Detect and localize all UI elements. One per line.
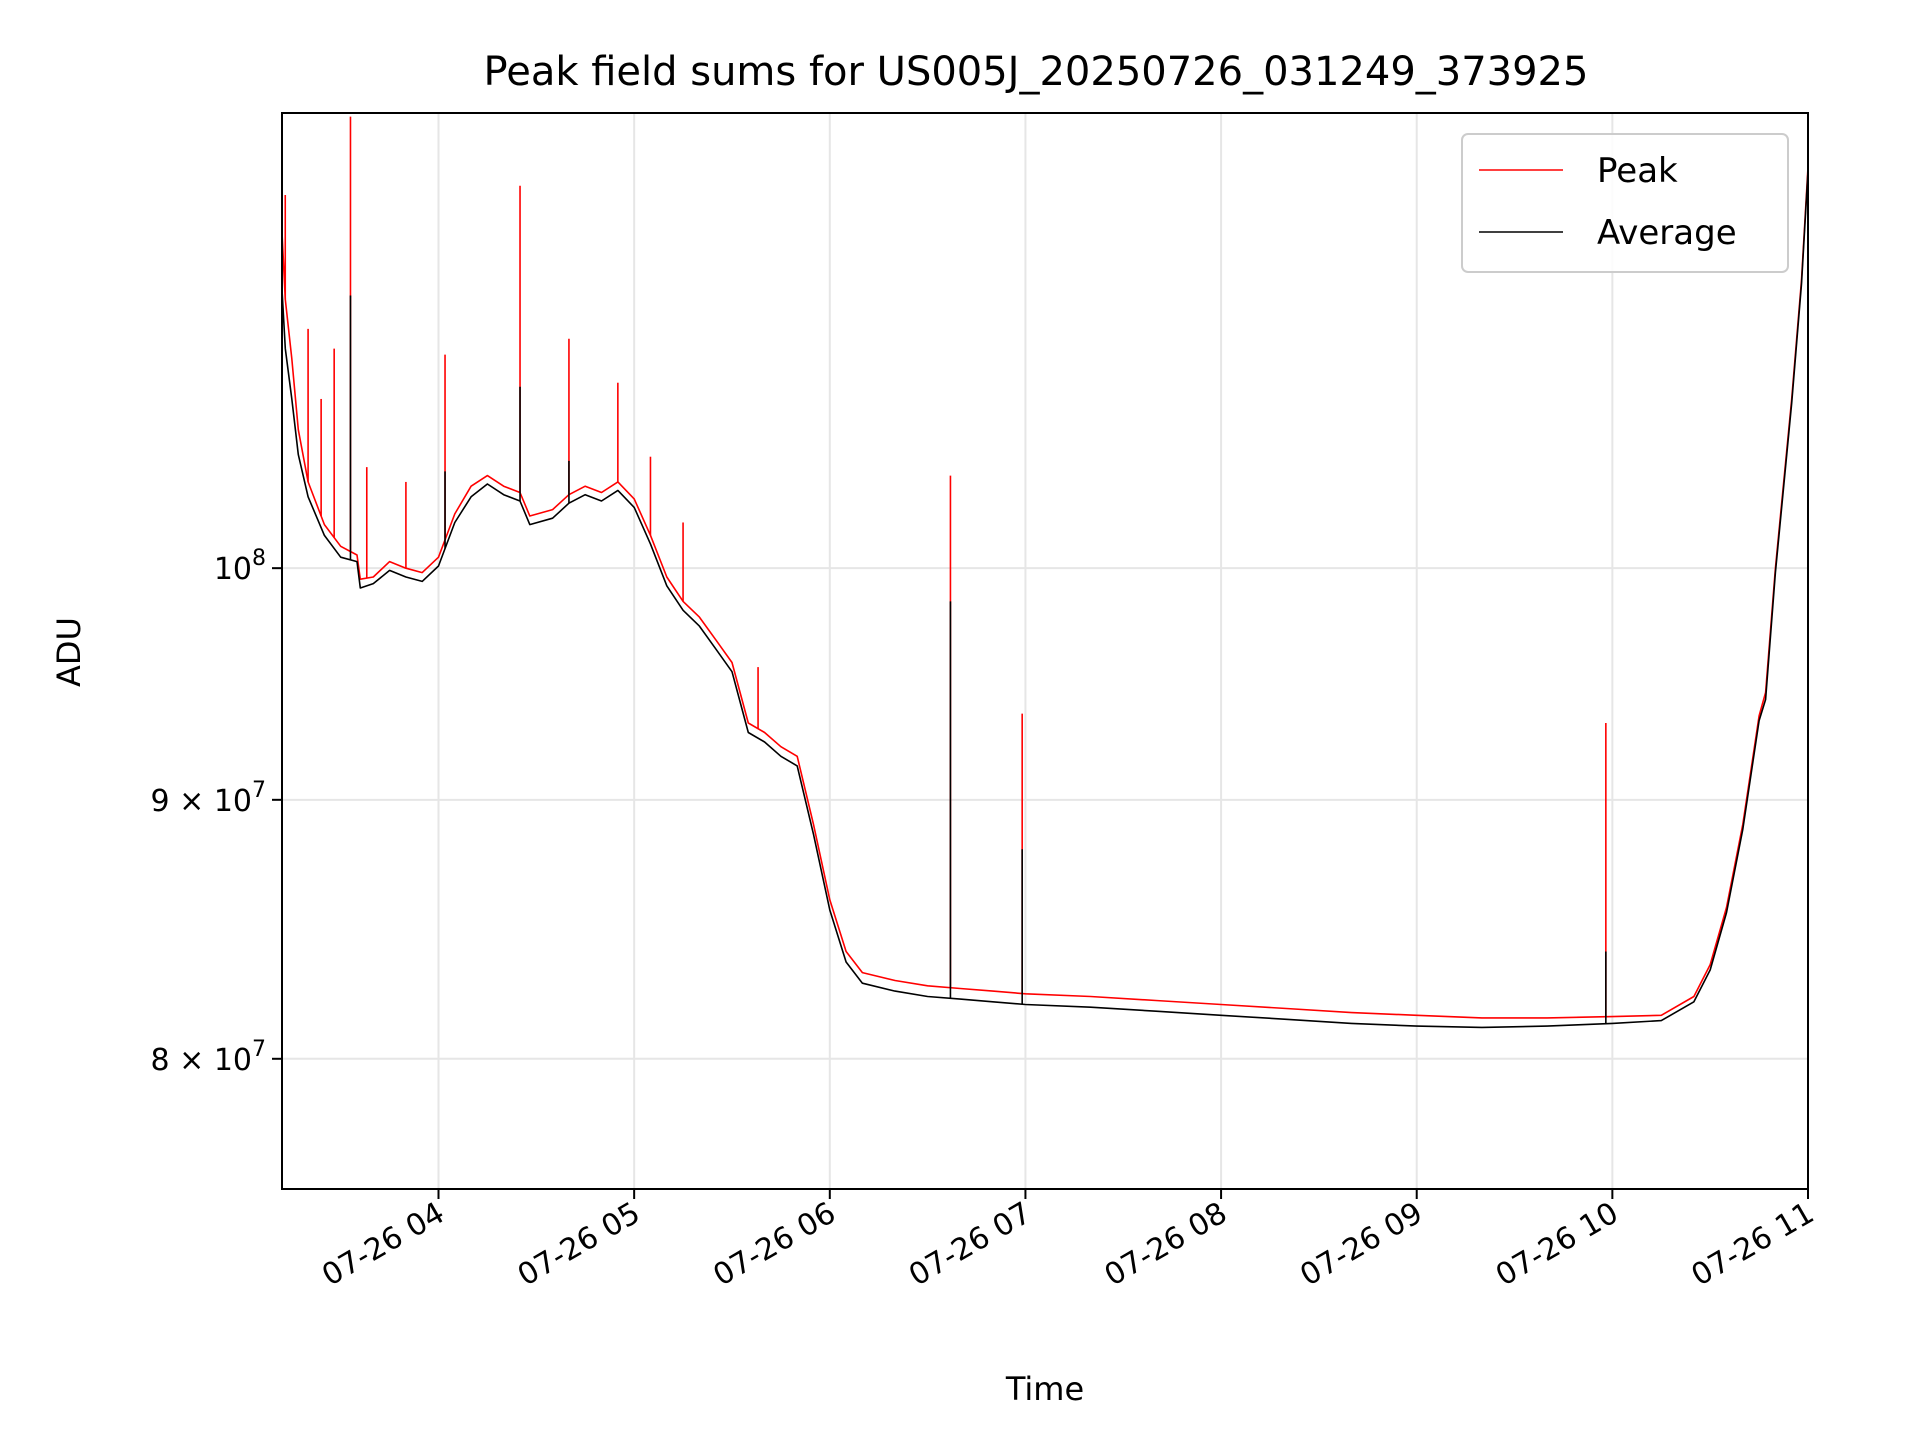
x-axis-label: Time — [1005, 1370, 1084, 1408]
legend: Peak Average — [1461, 133, 1789, 273]
legend-box — [1461, 133, 1789, 273]
y-tick-label: 108 — [214, 546, 266, 587]
chart-title: Peak field sums for US005J_20250726_0312… — [484, 49, 1589, 95]
y-tick-label: 8 × 107 — [151, 1037, 266, 1078]
series-line-average — [281, 170, 1809, 1029]
series-layer — [281, 116, 1809, 1029]
series-line-peak — [281, 167, 1809, 1019]
y-tick-label: 9 × 107 — [151, 778, 266, 819]
y-axis: 108 9 × 107 8 × 107 — [151, 546, 282, 1078]
y-axis-label: ADU — [50, 617, 88, 687]
legend-average-label: Average — [1597, 213, 1737, 253]
legend-peak-label: Peak — [1597, 151, 1678, 191]
series-average — [281, 170, 1809, 1029]
plot-frame — [281, 112, 1809, 1190]
